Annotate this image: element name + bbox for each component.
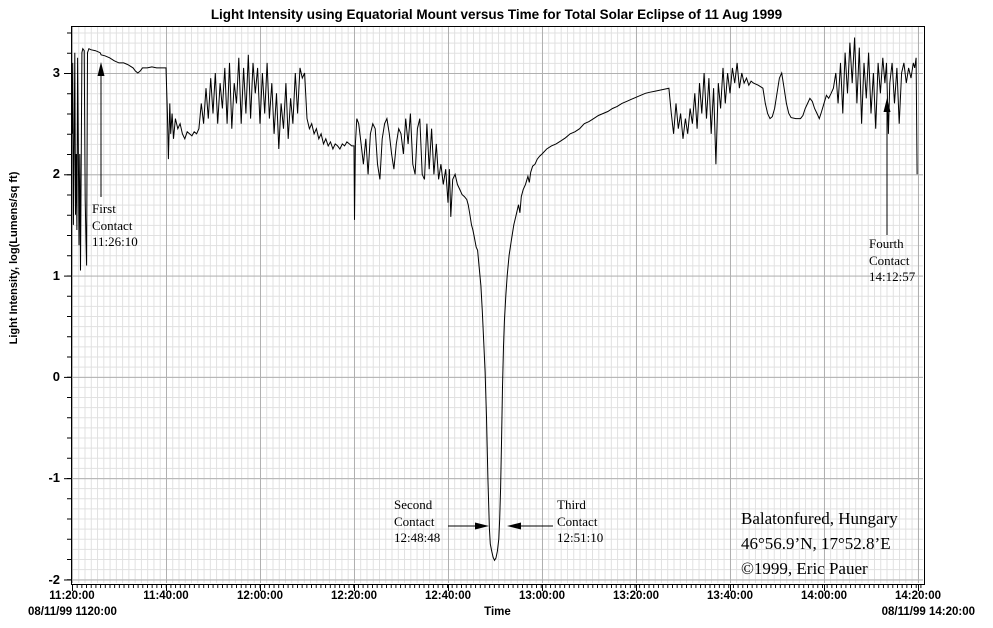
y-axis-minor-ticks xyxy=(67,27,71,583)
plot-grid xyxy=(72,27,923,583)
third-contact-line1: Third xyxy=(557,497,586,512)
x-tick-label: 13:20:00 xyxy=(612,590,660,602)
x-tick-label: 13:40:00 xyxy=(706,590,754,602)
first-contact-arrow xyxy=(97,62,105,197)
third-contact-arrow xyxy=(507,522,553,530)
second-contact-line2: Contact xyxy=(394,513,435,529)
x-tick-label: 12:20:00 xyxy=(330,590,378,602)
third-contact-time: 12:51:10 xyxy=(557,530,604,545)
first-contact-line1: First xyxy=(92,201,116,216)
x-tick-label: 14:00:00 xyxy=(800,590,848,602)
y-tick-label: -1 xyxy=(48,470,60,486)
observation-info: Balatonfured, Hungary 46°56.9’N, 17°52.8… xyxy=(741,506,898,581)
x-axis-start-datetime: 08/11/99 1120:00 xyxy=(28,606,117,618)
x-axis-minor-ticks xyxy=(72,584,924,588)
x-tick-label: 12:40:00 xyxy=(424,590,472,602)
fourth-contact-line1: Fourth xyxy=(869,236,904,251)
y-tick-label: 3 xyxy=(52,65,60,80)
x-axis-title: Time xyxy=(484,606,511,618)
second-contact-arrow xyxy=(448,522,489,530)
y-axis-title: Light Intensity, log(Lumens/sq ft) xyxy=(8,171,20,345)
light-intensity-trace xyxy=(71,37,918,562)
y-tick-label: 1 xyxy=(52,267,60,283)
chart-title: Light Intensity using Equatorial Mount v… xyxy=(210,7,783,22)
x-tick-label: 13:00:00 xyxy=(518,590,566,602)
third-contact-annotation: Third Contact 12:51:10 xyxy=(557,497,603,547)
third-contact-line2: Contact xyxy=(557,513,598,529)
x-axis-end-datetime: 08/11/99 14:20:00 xyxy=(881,606,975,618)
y-tick-label: -2 xyxy=(48,571,60,587)
copyright-notice: ©1999, Eric Pauer xyxy=(741,559,868,578)
fourth-contact-time: 14:12:57 xyxy=(869,269,916,284)
first-contact-annotation: First Contact 11:26:10 xyxy=(92,201,138,251)
second-contact-annotation: Second Contact 12:48:48 xyxy=(394,497,440,547)
observation-coordinates: 46°56.9’N, 17°52.8’E xyxy=(741,534,891,553)
observation-location: Balatonfured, Hungary xyxy=(741,509,898,528)
first-contact-line2: Contact xyxy=(92,217,133,233)
x-tick-label: 12:00:00 xyxy=(236,590,284,602)
x-tick-label: 11:20:00 xyxy=(49,590,95,602)
x-tick-label: 14:20:00 xyxy=(894,590,942,602)
second-contact-time: 12:48:48 xyxy=(394,530,441,545)
x-tick-label: 11:40:00 xyxy=(143,590,189,602)
y-tick-label: 2 xyxy=(52,166,60,182)
fourth-contact-arrow xyxy=(883,98,891,235)
second-contact-line1: Second xyxy=(394,497,433,512)
y-tick-label: 0 xyxy=(52,368,60,384)
fourth-contact-annotation: Fourth Contact 14:12:57 xyxy=(869,236,915,286)
first-contact-time: 11:26:10 xyxy=(92,234,138,249)
fourth-contact-line2: Contact xyxy=(869,252,910,268)
